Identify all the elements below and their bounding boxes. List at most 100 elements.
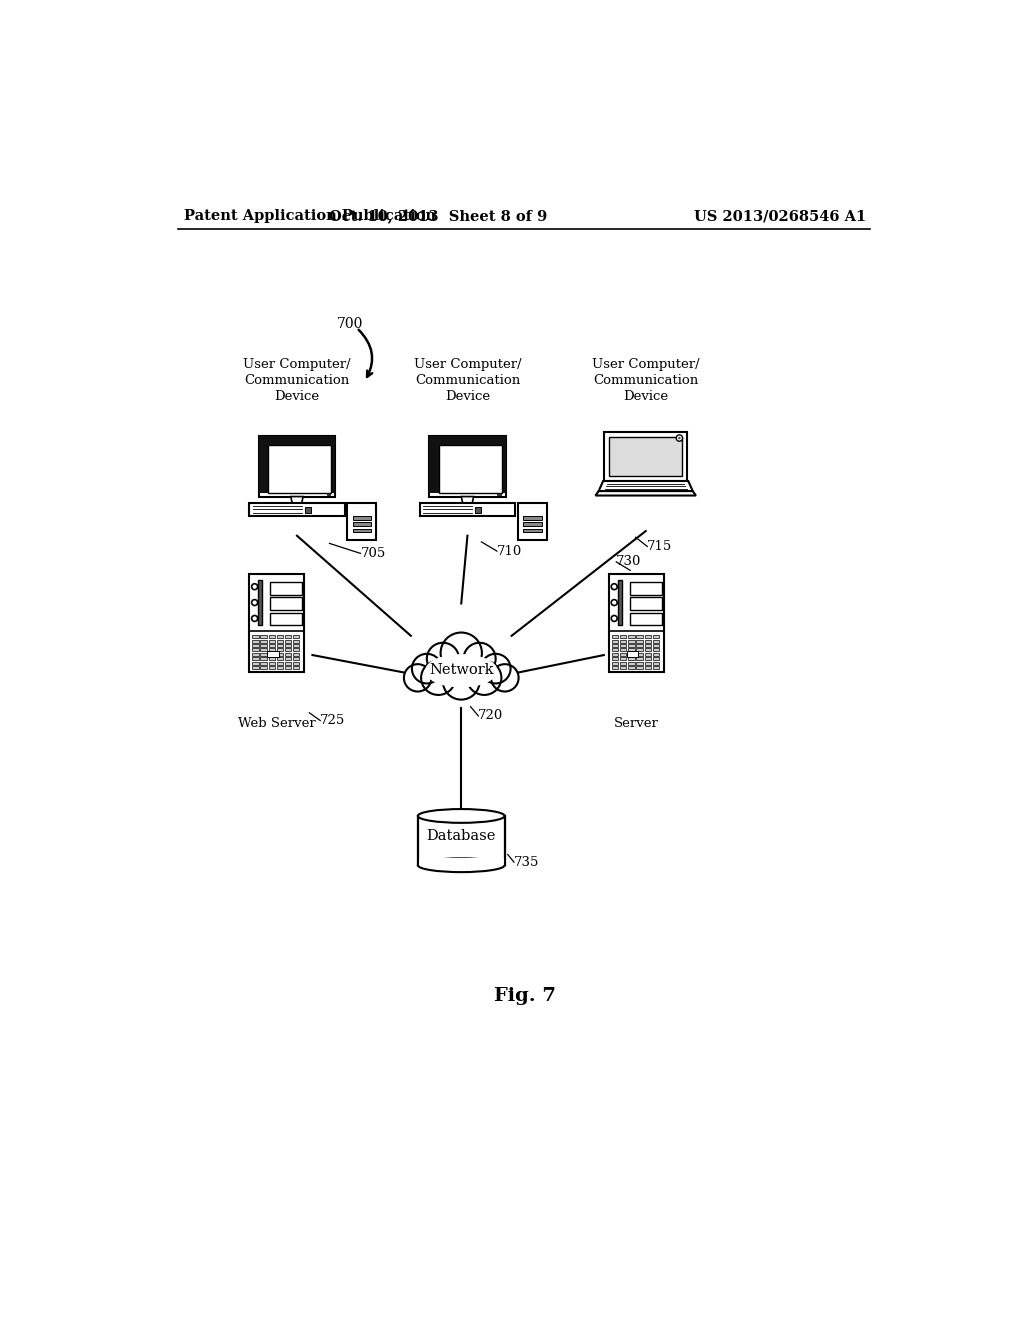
FancyBboxPatch shape (293, 652, 299, 656)
FancyBboxPatch shape (252, 652, 259, 656)
Ellipse shape (421, 655, 502, 694)
FancyBboxPatch shape (260, 644, 267, 647)
Text: 705: 705 (360, 546, 386, 560)
FancyBboxPatch shape (304, 507, 310, 513)
Text: Database: Database (427, 829, 496, 843)
FancyBboxPatch shape (250, 574, 304, 672)
FancyBboxPatch shape (352, 528, 371, 532)
FancyBboxPatch shape (621, 661, 627, 665)
Text: 735: 735 (514, 855, 540, 869)
FancyBboxPatch shape (652, 635, 659, 639)
FancyBboxPatch shape (276, 639, 284, 643)
FancyBboxPatch shape (629, 639, 635, 643)
FancyBboxPatch shape (630, 612, 663, 626)
FancyBboxPatch shape (260, 661, 267, 665)
Circle shape (467, 661, 502, 694)
Circle shape (678, 437, 681, 440)
FancyBboxPatch shape (249, 503, 345, 516)
FancyBboxPatch shape (270, 582, 302, 594)
FancyBboxPatch shape (652, 648, 659, 652)
FancyBboxPatch shape (652, 639, 659, 643)
FancyBboxPatch shape (285, 652, 291, 656)
FancyBboxPatch shape (268, 657, 275, 660)
FancyBboxPatch shape (285, 644, 291, 647)
FancyBboxPatch shape (644, 635, 651, 639)
FancyBboxPatch shape (260, 648, 267, 652)
FancyBboxPatch shape (268, 635, 275, 639)
FancyBboxPatch shape (252, 665, 259, 669)
FancyBboxPatch shape (636, 644, 643, 647)
FancyBboxPatch shape (630, 582, 663, 594)
FancyBboxPatch shape (630, 598, 663, 610)
FancyBboxPatch shape (285, 639, 291, 643)
Text: 700: 700 (337, 317, 364, 331)
FancyBboxPatch shape (252, 639, 259, 643)
FancyBboxPatch shape (293, 665, 299, 669)
FancyBboxPatch shape (429, 436, 506, 445)
FancyBboxPatch shape (612, 635, 618, 639)
FancyBboxPatch shape (621, 665, 627, 669)
FancyBboxPatch shape (621, 644, 627, 647)
FancyBboxPatch shape (259, 436, 335, 445)
FancyBboxPatch shape (621, 648, 627, 652)
FancyBboxPatch shape (644, 644, 651, 647)
Circle shape (412, 653, 441, 684)
FancyBboxPatch shape (285, 661, 291, 665)
Text: Web Server: Web Server (238, 717, 315, 730)
FancyBboxPatch shape (276, 635, 284, 639)
FancyBboxPatch shape (609, 437, 682, 477)
FancyBboxPatch shape (629, 661, 635, 665)
Text: US 2013/0268546 A1: US 2013/0268546 A1 (693, 209, 866, 223)
Polygon shape (599, 480, 692, 491)
FancyBboxPatch shape (252, 648, 259, 652)
FancyBboxPatch shape (260, 635, 267, 639)
Text: 720: 720 (478, 709, 504, 722)
Circle shape (443, 663, 479, 700)
FancyBboxPatch shape (652, 661, 659, 665)
FancyBboxPatch shape (293, 639, 299, 643)
FancyBboxPatch shape (260, 652, 267, 656)
FancyBboxPatch shape (268, 652, 275, 656)
FancyBboxPatch shape (627, 651, 638, 656)
FancyBboxPatch shape (258, 579, 262, 626)
FancyBboxPatch shape (621, 639, 627, 643)
FancyBboxPatch shape (285, 635, 291, 639)
FancyBboxPatch shape (293, 635, 299, 639)
FancyBboxPatch shape (327, 494, 331, 495)
FancyBboxPatch shape (636, 657, 643, 660)
FancyBboxPatch shape (523, 516, 542, 520)
Ellipse shape (426, 655, 497, 686)
FancyBboxPatch shape (429, 436, 506, 496)
FancyBboxPatch shape (352, 516, 371, 520)
Circle shape (440, 632, 482, 673)
Text: Patent Application Publication: Patent Application Publication (183, 209, 436, 223)
Polygon shape (461, 496, 473, 503)
Text: Oct. 10, 2013  Sheet 8 of 9: Oct. 10, 2013 Sheet 8 of 9 (329, 209, 547, 223)
Text: User Computer/
Communication
Device: User Computer/ Communication Device (414, 358, 521, 404)
Circle shape (676, 434, 683, 441)
Text: 730: 730 (616, 556, 642, 569)
Text: Network: Network (429, 664, 494, 677)
FancyBboxPatch shape (621, 652, 627, 656)
FancyBboxPatch shape (612, 648, 618, 652)
Text: User Computer/
Communication
Device: User Computer/ Communication Device (592, 358, 699, 404)
FancyBboxPatch shape (260, 657, 267, 660)
FancyBboxPatch shape (644, 657, 651, 660)
Polygon shape (596, 491, 696, 495)
Circle shape (464, 643, 496, 675)
FancyBboxPatch shape (268, 639, 275, 643)
Circle shape (492, 664, 518, 692)
FancyBboxPatch shape (285, 648, 291, 652)
FancyBboxPatch shape (609, 574, 664, 672)
Text: 725: 725 (321, 714, 345, 727)
FancyBboxPatch shape (293, 644, 299, 647)
FancyBboxPatch shape (347, 503, 376, 540)
FancyBboxPatch shape (621, 635, 627, 639)
FancyBboxPatch shape (418, 816, 505, 865)
Text: 715: 715 (647, 540, 673, 553)
FancyBboxPatch shape (276, 648, 284, 652)
FancyBboxPatch shape (270, 598, 302, 610)
FancyBboxPatch shape (612, 644, 618, 647)
FancyBboxPatch shape (636, 652, 643, 656)
FancyBboxPatch shape (285, 657, 291, 660)
